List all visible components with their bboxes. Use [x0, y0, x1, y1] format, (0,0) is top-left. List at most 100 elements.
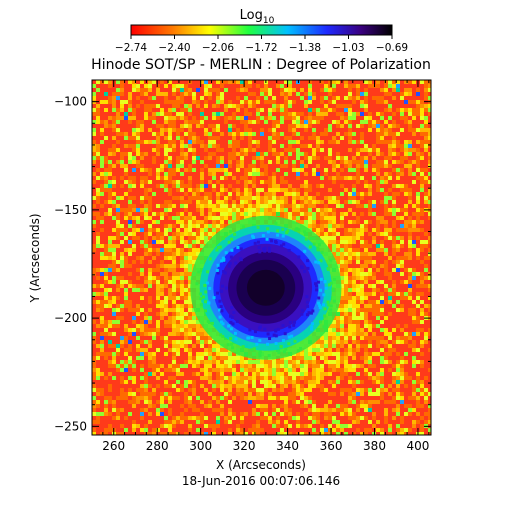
heatmap-cell: [180, 256, 184, 260]
heatmap-cell: [392, 224, 396, 228]
heatmap-cell: [140, 176, 144, 180]
heatmap-cell: [140, 352, 144, 356]
heatmap-cell: [304, 180, 308, 184]
heatmap-cell: [180, 344, 184, 348]
heatmap-cell: [176, 340, 180, 344]
heatmap-cell: [180, 224, 184, 228]
heatmap-cell: [140, 168, 144, 172]
heatmap-cell: [332, 428, 336, 432]
heatmap-cell: [400, 420, 404, 424]
heatmap-cell: [348, 88, 352, 92]
heatmap-cell: [220, 376, 224, 380]
heatmap-cell: [408, 80, 412, 84]
heatmap-cell: [400, 356, 404, 360]
heatmap-cell: [392, 152, 396, 156]
heatmap-cell: [340, 244, 344, 248]
heatmap-cell: [324, 232, 328, 236]
heatmap-cell: [268, 208, 272, 212]
heatmap-cell: [224, 356, 228, 360]
heatmap-cell: [204, 336, 208, 340]
heatmap-cell: [304, 220, 308, 224]
heatmap-cell: [208, 84, 212, 88]
heatmap-cell: [172, 348, 176, 352]
heatmap-cell: [104, 268, 108, 272]
heatmap-cell: [172, 344, 176, 348]
heatmap-cell: [96, 304, 100, 308]
heatmap-cell: [408, 252, 412, 256]
heatmap-cell: [352, 308, 356, 312]
heatmap-cell: [224, 168, 228, 172]
heatmap-cell: [424, 132, 428, 136]
heatmap-cell: [120, 164, 124, 168]
heatmap-cell: [300, 424, 304, 428]
heatmap-cell: [168, 144, 172, 148]
heatmap-cell: [388, 332, 392, 336]
heatmap-cell: [192, 136, 196, 140]
heatmap-cell: [148, 232, 152, 236]
heatmap-cell: [180, 236, 184, 240]
heatmap-cell: [228, 380, 232, 384]
heatmap-cell: [116, 112, 120, 116]
heatmap-cell: [304, 200, 308, 204]
heatmap-cell: [196, 100, 200, 104]
heatmap-cell: [124, 248, 128, 252]
heatmap-cell: [92, 272, 96, 276]
heatmap-cell: [188, 428, 192, 432]
heatmap-cell: [172, 172, 176, 176]
heatmap-cell: [148, 404, 152, 408]
heatmap-cell: [200, 120, 204, 124]
heatmap-cell: [160, 212, 164, 216]
heatmap-cell: [172, 92, 176, 96]
heatmap-cell: [208, 180, 212, 184]
heatmap-cell: [124, 112, 128, 116]
heatmap-cell: [356, 204, 360, 208]
heatmap-cell: [376, 324, 380, 328]
heatmap-cell: [292, 356, 296, 360]
heatmap-cell: [348, 116, 352, 120]
heatmap-cell: [344, 292, 348, 296]
heatmap-cell: [384, 172, 388, 176]
heatmap-cell: [140, 408, 144, 412]
heatmap-cell: [320, 200, 324, 204]
heatmap-cell: [264, 208, 268, 212]
heatmap-cell: [128, 108, 132, 112]
heatmap-cell: [332, 384, 336, 388]
heatmap-cell: [284, 148, 288, 152]
heatmap-cell: [160, 164, 164, 168]
penumbra-fibril: [287, 342, 290, 345]
heatmap-cell: [244, 388, 248, 392]
heatmap-cell: [112, 320, 116, 324]
heatmap-cell: [348, 244, 352, 248]
heatmap-cell: [124, 280, 128, 284]
heatmap-cell: [352, 336, 356, 340]
heatmap-cell: [100, 192, 104, 196]
heatmap-cell: [180, 152, 184, 156]
heatmap-cell: [372, 96, 376, 100]
heatmap-cell: [332, 100, 336, 104]
heatmap-cell: [204, 164, 208, 168]
heatmap-cell: [192, 328, 196, 332]
heatmap-cell: [120, 316, 124, 320]
heatmap-cell: [128, 216, 132, 220]
heatmap-cell: [220, 160, 224, 164]
heatmap-cell: [140, 284, 144, 288]
heatmap-cell: [172, 196, 176, 200]
heatmap-cell: [112, 104, 116, 108]
penumbra-fibril: [277, 328, 280, 331]
heatmap-cell: [320, 108, 324, 112]
heatmap-cell: [172, 356, 176, 360]
heatmap-cell: [364, 320, 368, 324]
heatmap-cell: [140, 180, 144, 184]
heatmap-cell: [308, 348, 312, 352]
heatmap-cell: [100, 412, 104, 416]
heatmap-cell: [344, 280, 348, 284]
heatmap-cell: [372, 120, 376, 124]
heatmap-cell: [132, 216, 136, 220]
heatmap-cell: [272, 424, 276, 428]
heatmap-cell: [148, 320, 152, 324]
heatmap-cell: [168, 224, 172, 228]
heatmap-cell: [408, 272, 412, 276]
heatmap-cell: [164, 296, 168, 300]
heatmap-cell: [316, 228, 320, 232]
heatmap-cell: [392, 260, 396, 264]
